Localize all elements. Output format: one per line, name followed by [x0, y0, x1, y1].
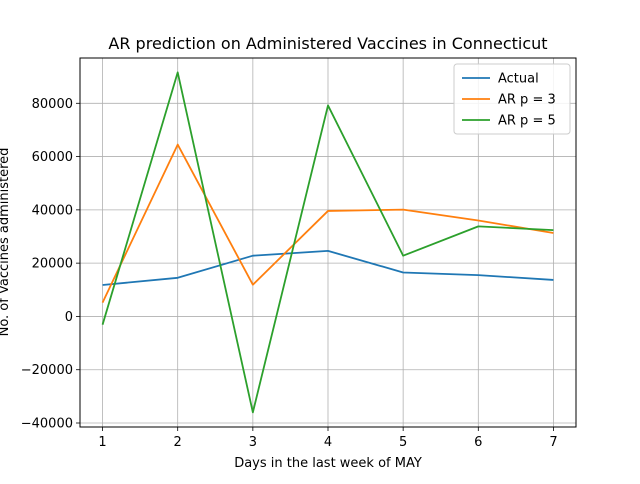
y-tick-label: −40000: [21, 417, 73, 432]
x-tick-label: 5: [399, 435, 407, 450]
chart-title: AR prediction on Administered Vaccines i…: [108, 34, 547, 53]
x-tick-label: 4: [324, 435, 332, 450]
series-lines: [101, 71, 554, 414]
y-tick-label: 80000: [32, 97, 73, 112]
y-axis: −40000 −20000 0 20000 40000 60000 80000: [21, 97, 80, 432]
grid: [80, 58, 576, 427]
legend: Actual AR p = 3 AR p = 5: [453, 63, 571, 135]
x-tick-label: 1: [98, 435, 106, 450]
x-tick-label: 7: [549, 435, 557, 450]
y-tick-label: 0: [65, 310, 73, 325]
series-line-1: [101, 143, 554, 303]
y-tick-label: 40000: [32, 203, 73, 218]
x-tick-label: 3: [249, 435, 257, 450]
y-tick-label: 20000: [32, 257, 73, 272]
x-axis: 1 2 3 4 5 6 7: [98, 427, 558, 450]
legend-label: Actual: [498, 72, 539, 87]
y-axis-label: No. of Vaccines administered: [0, 148, 12, 337]
x-tick-label: 2: [174, 435, 182, 450]
y-tick-label: −20000: [21, 363, 73, 378]
y-tick-label: 60000: [32, 150, 73, 165]
x-tick-label: 6: [474, 435, 482, 450]
legend-box: [453, 63, 571, 135]
series-line-2: [101, 71, 554, 414]
series-line-0: [102, 249, 554, 286]
legend-label: AR p = 3: [498, 93, 556, 108]
legend-label: AR p = 5: [498, 114, 556, 129]
x-axis-label: Days in the last week of MAY: [234, 456, 422, 471]
